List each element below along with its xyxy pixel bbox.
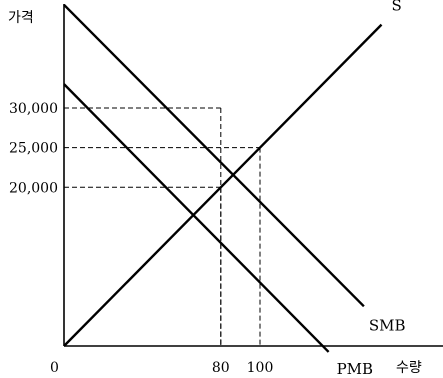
x-tick-label: 100 xyxy=(247,360,274,376)
y-tick-label: 25,000 xyxy=(9,141,58,157)
curve-labels: S SMB PMB xyxy=(337,0,406,378)
y-tick-labels: 30,000 25,000 20,000 xyxy=(9,101,58,196)
guide-lines xyxy=(64,107,261,346)
origin-label: 0 xyxy=(50,360,59,376)
curves xyxy=(63,3,383,353)
curve-smb xyxy=(63,3,365,308)
x-tick-label: 80 xyxy=(212,360,230,376)
curve-pmb xyxy=(63,83,330,353)
x-tick-labels: 80 100 xyxy=(212,360,273,376)
y-axis-label: 가격 xyxy=(8,10,34,26)
y-tick-label: 30,000 xyxy=(9,101,58,117)
curve-label-pmb: PMB xyxy=(337,360,373,378)
y-tick-label: 20,000 xyxy=(9,180,58,196)
x-axis-label: 수량 xyxy=(396,360,422,376)
curve-label-smb: SMB xyxy=(369,316,406,334)
curve-label-s: S xyxy=(392,0,402,15)
curve-s xyxy=(63,23,383,347)
